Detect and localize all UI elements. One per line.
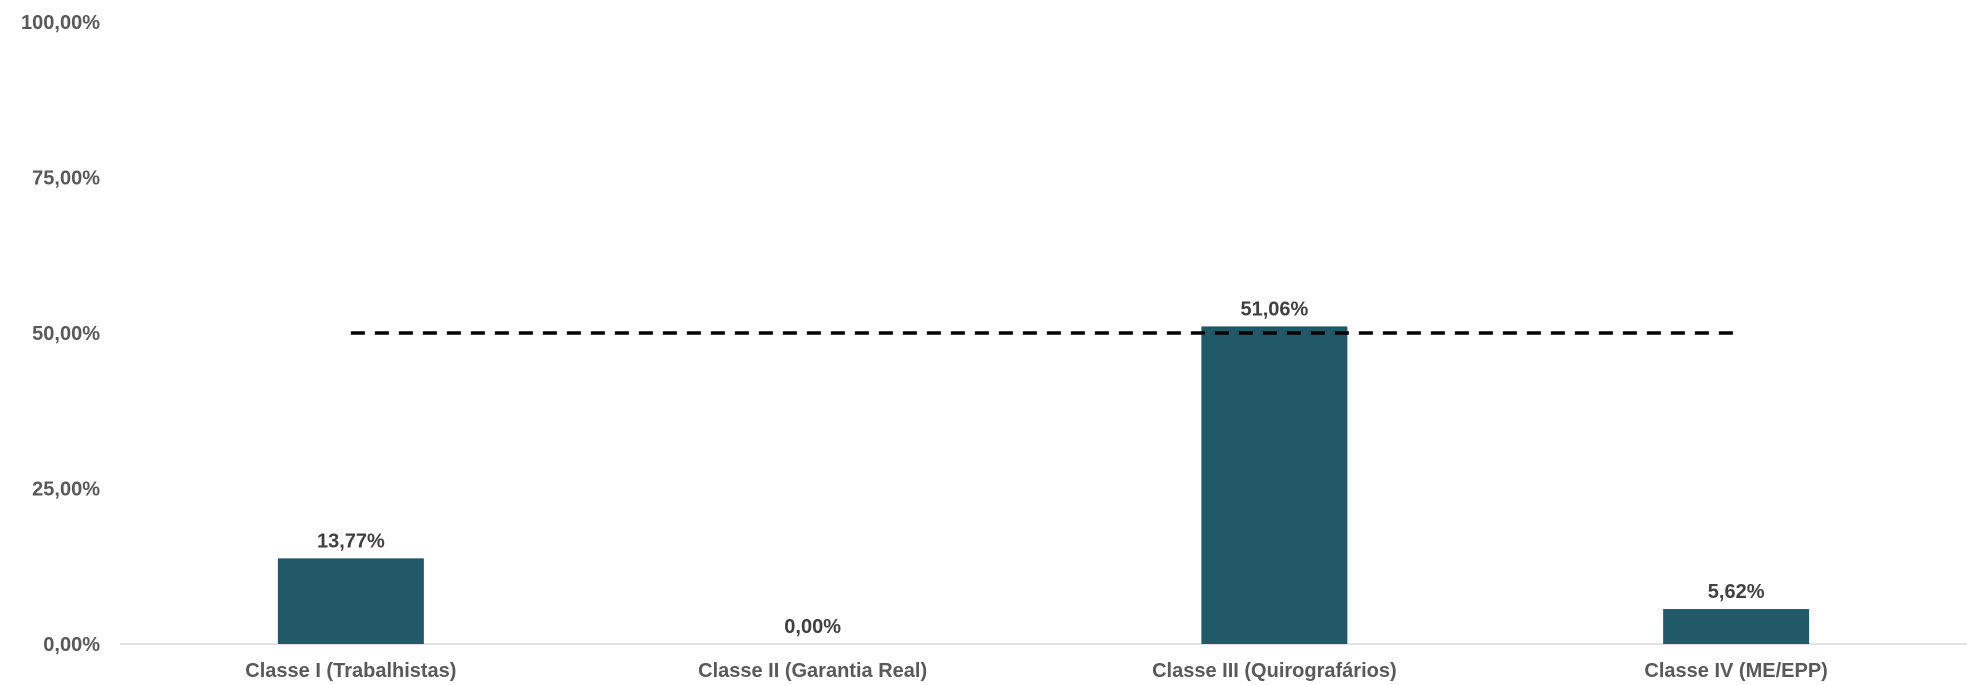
data-label: 5,62%	[1708, 581, 1765, 603]
category-label: Classe III (Quirografários)	[1152, 660, 1397, 682]
category-label: Classe I (Trabalhistas)	[245, 660, 456, 682]
data-label: 13,77%	[317, 530, 385, 552]
y-tick-label: 50,00%	[32, 323, 100, 345]
category-label: Classe IV (ME/EPP)	[1644, 660, 1827, 682]
data-labels: 13,77% 0,00% 51,06% 5,62%	[317, 298, 1765, 638]
data-label: 0,00%	[784, 616, 841, 638]
bar	[1663, 609, 1810, 644]
y-tick-label: 100,00%	[21, 12, 100, 34]
bar	[1201, 326, 1348, 644]
bar	[277, 558, 424, 644]
bars	[277, 326, 1810, 644]
data-label: 51,06%	[1240, 298, 1308, 320]
y-axis-tick-labels: 0,00% 25,00% 50,00% 75,00% 100,00%	[21, 12, 100, 656]
category-label: Classe II (Garantia Real)	[698, 660, 927, 682]
y-tick-label: 25,00%	[32, 479, 100, 501]
x-axis-category-labels: Classe I (Trabalhistas) Classe II (Garant…	[245, 660, 1828, 682]
y-tick-label: 75,00%	[32, 168, 100, 190]
y-tick-label: 0,00%	[43, 634, 100, 656]
